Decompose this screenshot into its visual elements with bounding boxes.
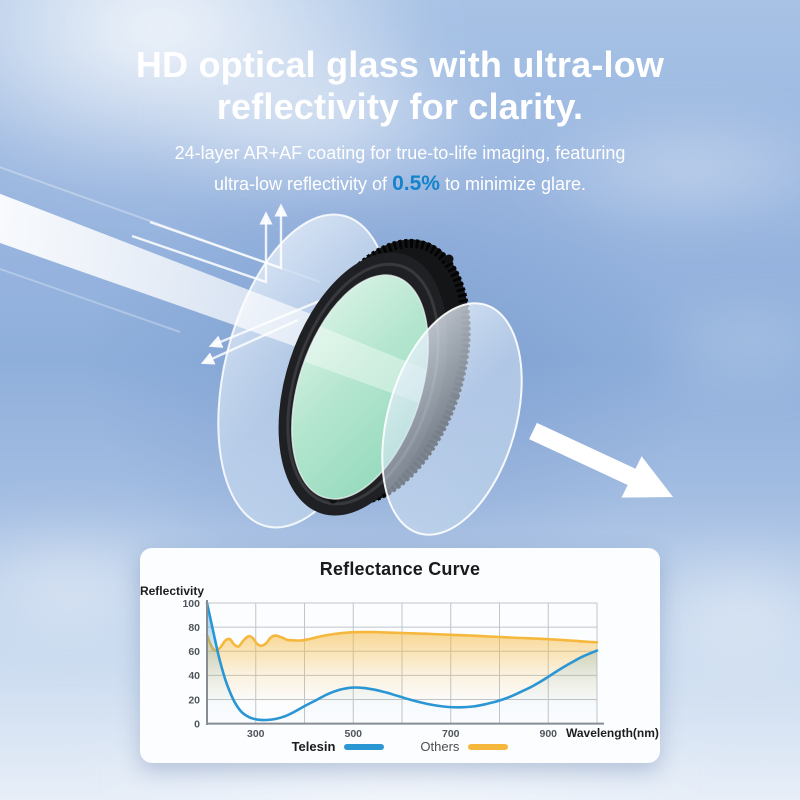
svg-text:60: 60: [188, 646, 200, 658]
svg-text:Wavelength(nm): Wavelength(nm): [566, 726, 659, 740]
legend-swatch-others: [468, 743, 509, 750]
reflected-ray-up-arrow-icon: [131, 211, 273, 284]
svg-text:100: 100: [182, 598, 200, 610]
chart-title: Reflectance Curve: [319, 559, 481, 579]
svg-text:Reflectivity: Reflectivity: [140, 584, 204, 598]
svg-text:20: 20: [188, 694, 200, 706]
subtitle-line-2: ultra-low reflectivity of 0.5% to minimi…: [0, 168, 800, 201]
subtitle-line-2-post: to minimize glare.: [439, 173, 586, 194]
title-line-1: HD optical glass with ultra-low: [135, 44, 665, 85]
reflectance-chart-panel: Reflectance Curve 0 20 40 60 80 100 300 500 700 9…: [140, 548, 660, 763]
incident-light-beam: [0, 193, 368, 372]
front-glass-disc: [381, 302, 523, 536]
svg-text:300: 300: [247, 728, 265, 740]
page-title: HD optical glass with ultra-low reflecti…: [0, 44, 800, 128]
transmitted-light-arrow-icon: [529, 422, 673, 498]
reflectance-chart: 0 20 40 60 80 100 300 500 700 900 Reflectivity Wave…: [140, 584, 659, 740]
reflectivity-highlight: 0.5%: [392, 171, 440, 195]
subtitle: 24-layer AR+AF coating for true-to-life …: [0, 140, 800, 200]
legend-label-others: Others: [420, 739, 460, 754]
faint-ray: [0, 267, 181, 333]
subtitle-line-2-pre: ultra-low reflectivity of: [214, 173, 393, 194]
legend-swatch-telesin: [344, 743, 385, 750]
title-line-2: reflectivity for clarity.: [216, 85, 584, 127]
subtitle-line-1: 24-layer AR+AF coating for true-to-life …: [174, 143, 626, 163]
grip-nub: [444, 254, 454, 264]
svg-text:40: 40: [188, 670, 200, 682]
svg-text:0: 0: [194, 718, 200, 730]
chart-legend: Telesin Others: [140, 739, 660, 754]
svg-text:900: 900: [539, 728, 557, 740]
legend-item-others: Others: [420, 739, 509, 754]
svg-text:80: 80: [188, 622, 200, 634]
legend-label-telesin: Telesin: [291, 739, 336, 754]
legend-item-telesin: Telesin: [292, 739, 385, 754]
svg-text:700: 700: [442, 728, 460, 740]
reflected-ray-down-arrow-icon: [208, 298, 323, 348]
reflected-ray-up-arrow-icon: [149, 203, 288, 270]
svg-text:500: 500: [344, 728, 362, 740]
reflected-ray-down-arrow-icon: [200, 318, 299, 365]
